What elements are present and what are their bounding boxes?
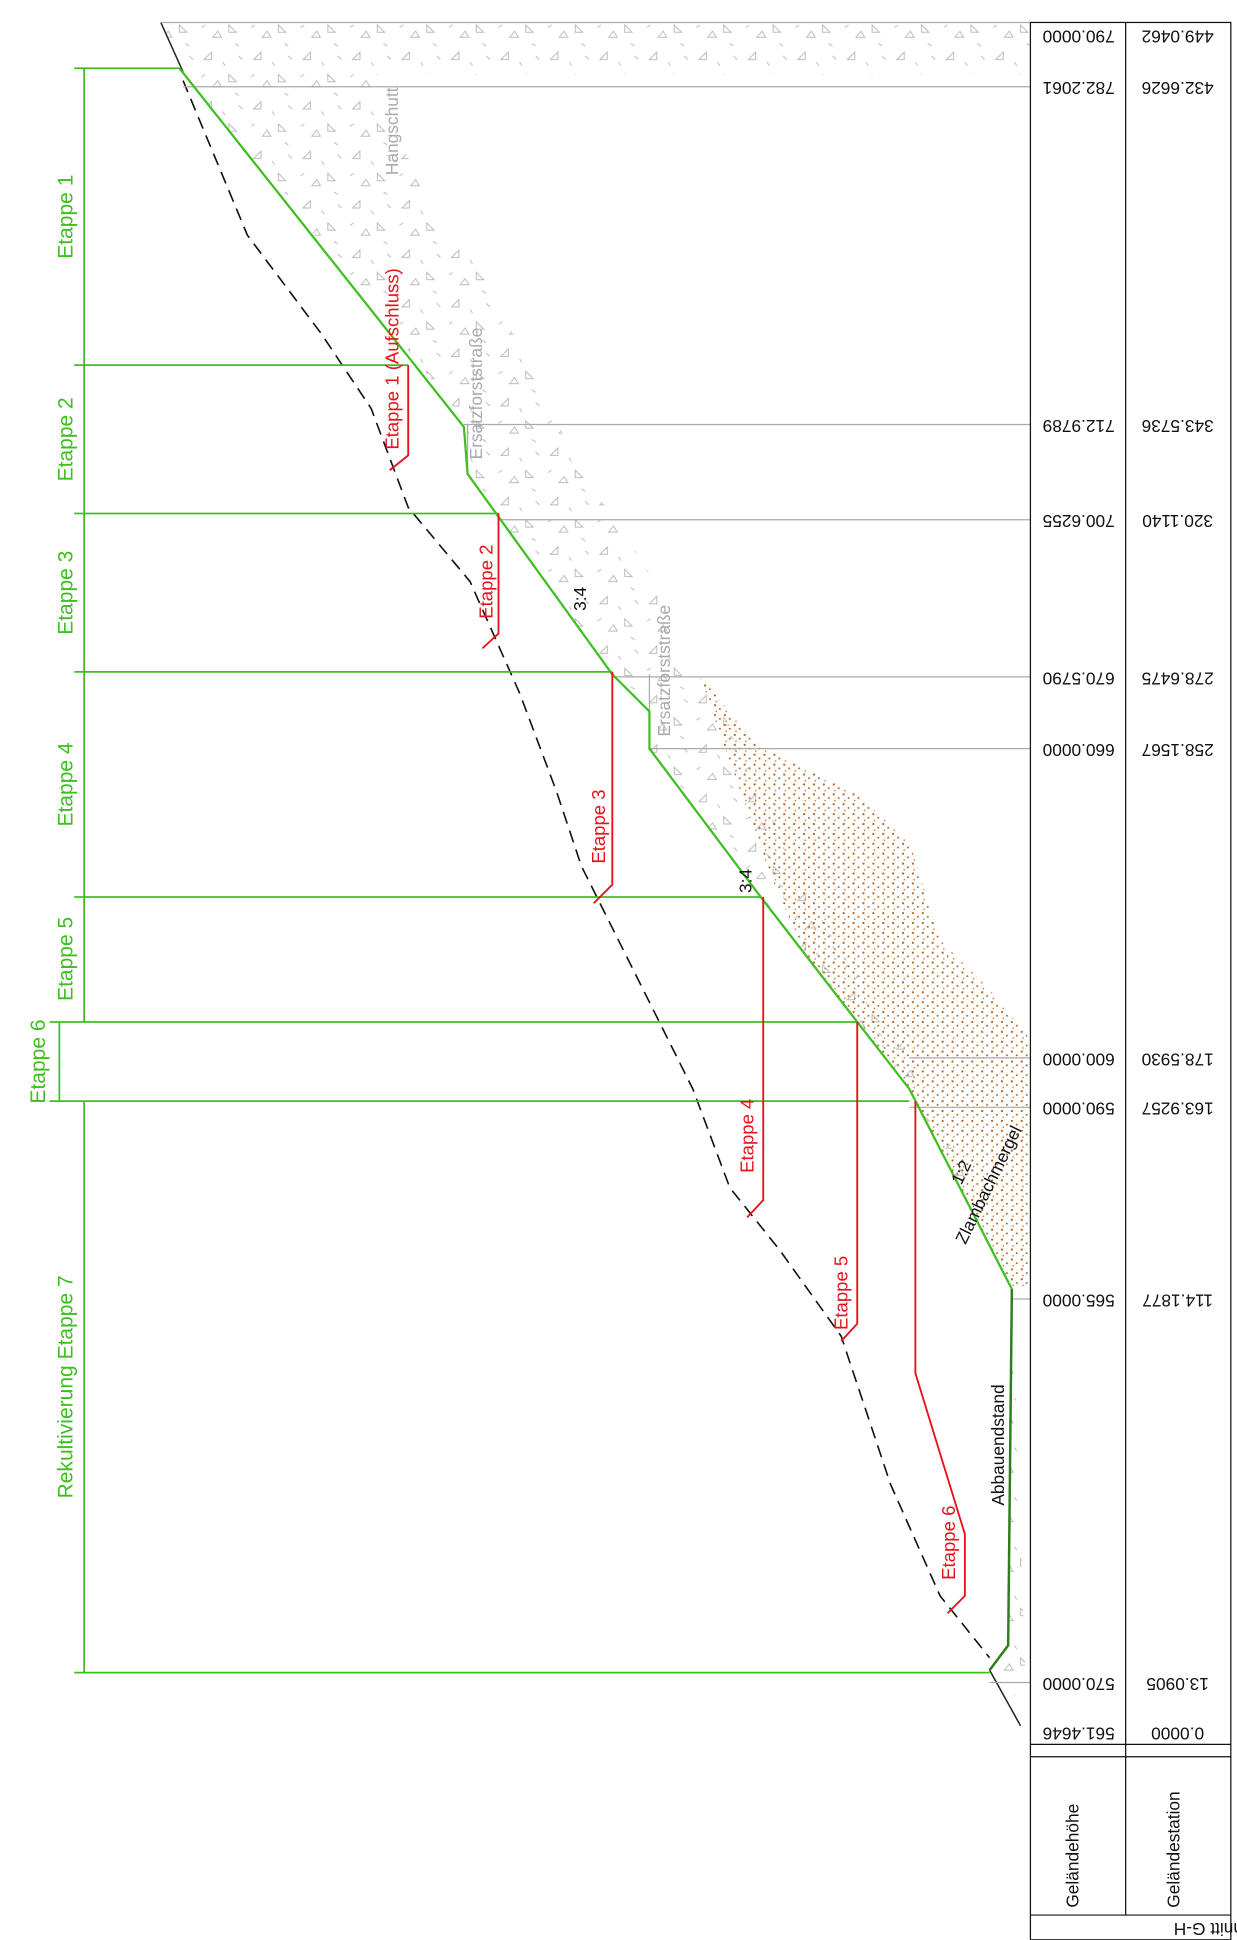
- stage-label: Etappe 1: [54, 175, 77, 259]
- stage-label: Etappe 5: [54, 917, 77, 1001]
- height-value: 670.5790: [1043, 668, 1115, 688]
- annotation: 3:4: [736, 869, 756, 893]
- final-line: [988, 1289, 1014, 1671]
- excavation-line: [178, 67, 1013, 1290]
- cut-lines: [389, 365, 966, 1614]
- cut-label: Etappe 3: [588, 789, 609, 863]
- station-value: 278.6475: [1142, 668, 1214, 688]
- annotation: 3:4: [570, 586, 590, 610]
- row-label: Geländestation: [1164, 1791, 1184, 1907]
- stage-label: Etappe 6: [27, 1019, 50, 1103]
- stage-label: Etappe 3: [54, 551, 77, 635]
- station-value: 258.1567: [1142, 740, 1214, 760]
- height-value: 565.0000: [1043, 1290, 1115, 1310]
- stage-label: Etappe 2: [54, 397, 77, 481]
- terrain-toe: [988, 1669, 1022, 1727]
- marl-area: [698, 674, 1031, 1290]
- stage-label: Rekultivierung Etappe 7: [54, 1275, 77, 1498]
- height-value: 782.2061: [1043, 78, 1115, 98]
- station-value: 0.0000: [1151, 1723, 1204, 1743]
- height-value: 712.9789: [1043, 416, 1115, 436]
- annotation: Ersatzforststraße: [654, 605, 674, 737]
- height-value: 570.0000: [1043, 1674, 1115, 1694]
- station-value: 114.1877: [1142, 1290, 1213, 1310]
- cut-label: Etappe 6: [938, 1506, 959, 1580]
- stage-label: Etappe 4: [54, 742, 77, 826]
- terrain: [160, 22, 184, 73]
- height-value: 790.0000: [1043, 26, 1115, 46]
- height-value: 600.0000: [1043, 1049, 1115, 1069]
- row-label: Geländehöhe: [1062, 1804, 1082, 1908]
- station-value: 320.1140: [1142, 511, 1213, 531]
- table-title: Schnitt G-H: [1174, 1919, 1237, 1939]
- cut-label: Etappe 1 (Aufschluss): [381, 268, 402, 449]
- annotation: Abbauendstand: [988, 1384, 1008, 1505]
- station-value: 449.0462: [1142, 26, 1214, 46]
- station-value: 163.9257: [1142, 1099, 1214, 1119]
- height-value: 590.0000: [1043, 1099, 1115, 1119]
- cut-label: Etappe 4: [736, 1099, 757, 1173]
- table-grid: [1029, 21, 1232, 1940]
- height-value: 561.4646: [1043, 1723, 1115, 1743]
- station-value: 178.5930: [1142, 1049, 1214, 1069]
- geometry: [49, 21, 1232, 1940]
- stage-lines: [49, 67, 990, 1674]
- annotation: Hangschutt: [382, 87, 402, 175]
- cut-label: Etappe 5: [830, 1256, 851, 1330]
- station-lines: [160, 21, 1031, 1684]
- cut-label: Etappe 2: [475, 544, 496, 618]
- station-value: 432.6626: [1142, 78, 1214, 98]
- height-value: 660.0000: [1043, 740, 1115, 760]
- rock-boundary: [182, 80, 991, 1659]
- height-value: 700.6255: [1043, 511, 1115, 531]
- station-value: 13.0905: [1146, 1674, 1209, 1694]
- station-value: 343.5736: [1142, 416, 1214, 436]
- annotation: Ersatzforststraße: [466, 328, 486, 460]
